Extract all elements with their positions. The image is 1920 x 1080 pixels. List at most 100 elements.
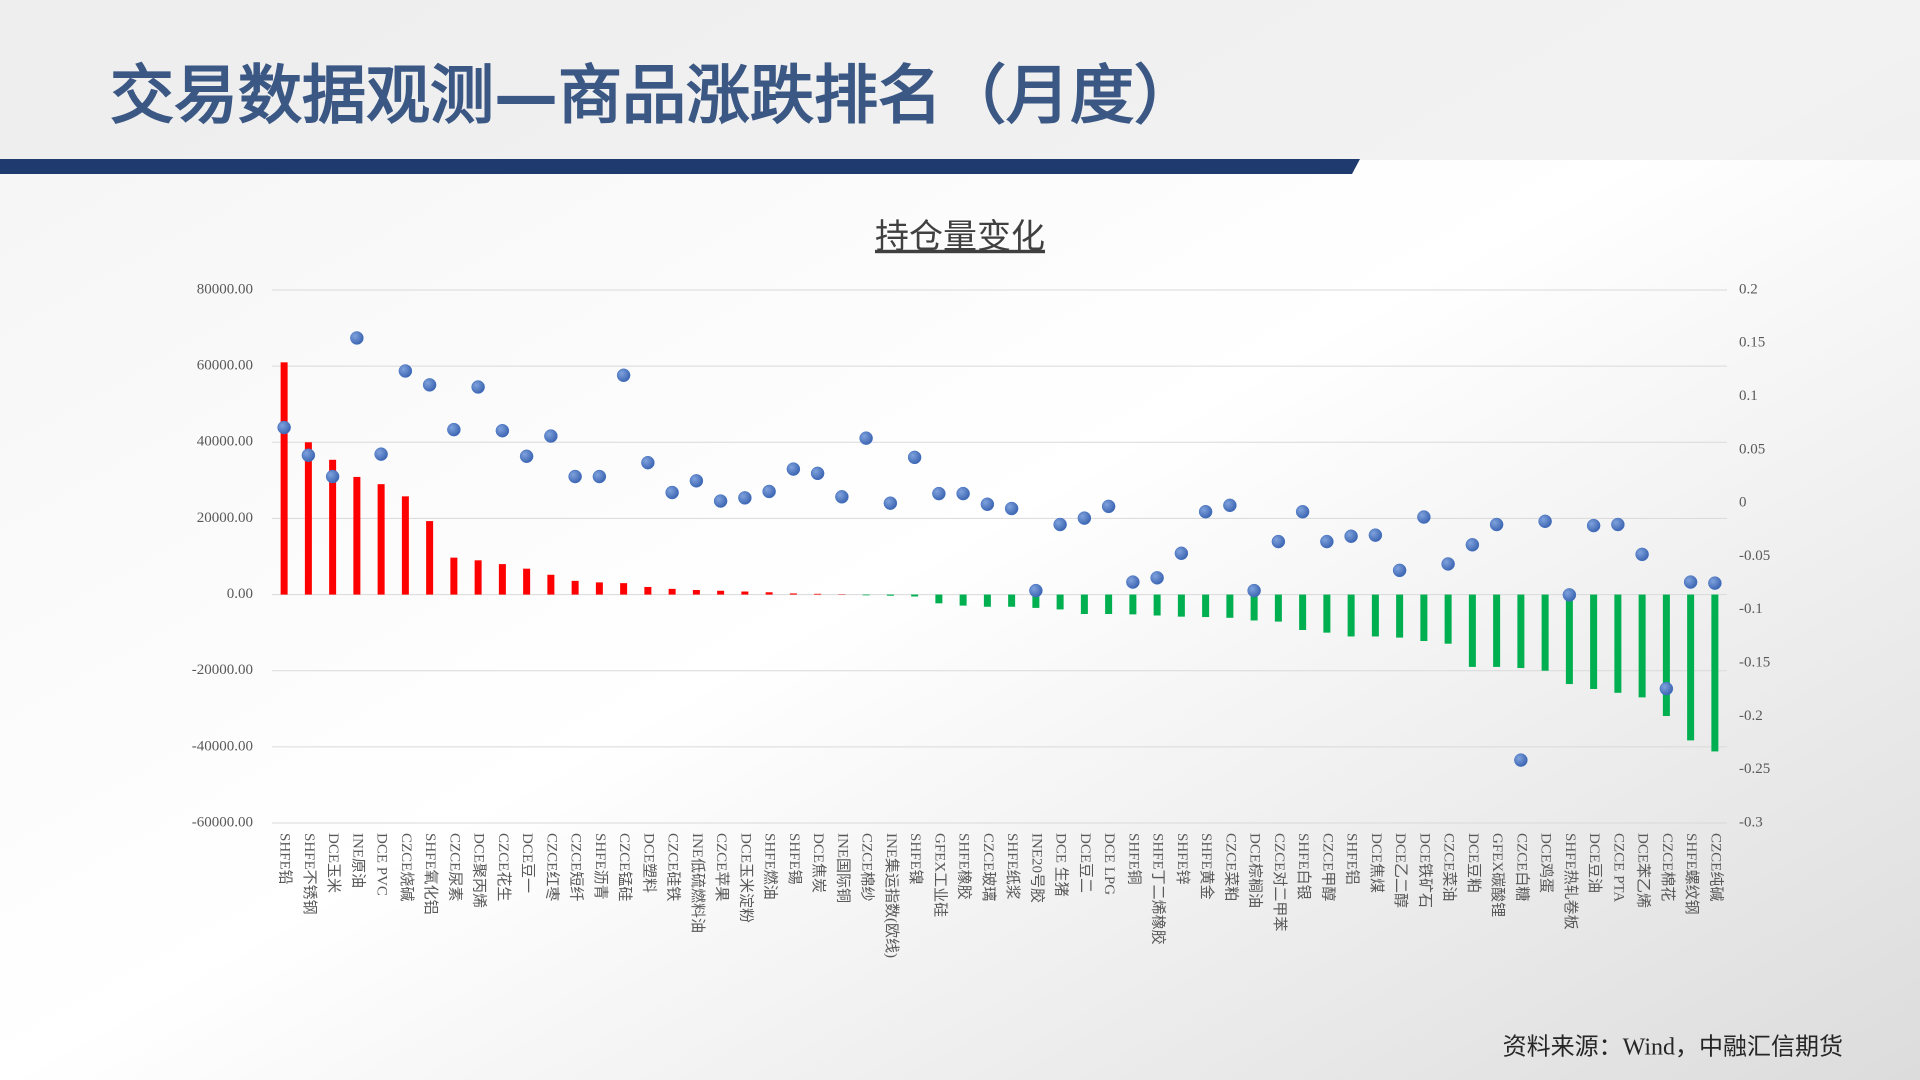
x-tick-label: GFEX碳酸锂: [1489, 833, 1506, 917]
x-tick-label: INE低硫燃料油: [689, 833, 707, 933]
y2-tick-label: -0.1: [1739, 601, 1763, 617]
bar: [1202, 594, 1210, 618]
bar: [862, 594, 870, 596]
bar: [377, 484, 385, 595]
x-tick-label: SHFE锌: [1174, 833, 1191, 885]
dot: [1586, 518, 1601, 533]
header-band: [0, 0, 1920, 160]
dot: [1295, 504, 1310, 519]
dot: [956, 486, 970, 501]
bar: [353, 476, 361, 595]
bar: [1008, 594, 1016, 607]
x-tick-label: CZCE短纤: [568, 833, 585, 901]
dot: [374, 447, 388, 461]
y2-tick-label: 0.05: [1739, 441, 1765, 457]
dot: [1126, 575, 1140, 589]
dot: [568, 469, 582, 484]
dot: [835, 490, 849, 504]
bar: [644, 586, 652, 595]
y2-tick-label: 0.1: [1739, 388, 1758, 404]
bar: [1468, 594, 1476, 667]
bar: [1662, 594, 1670, 717]
bar: [401, 496, 409, 595]
x-tick-label: SHFE燃油: [762, 833, 780, 900]
bar: [1565, 594, 1573, 685]
x-tick-label: DCE LPG: [1101, 833, 1117, 895]
x-tick-label: DCE聚丙烯: [471, 833, 488, 908]
bar: [765, 592, 773, 595]
bar: [1687, 594, 1695, 741]
bar: [547, 574, 555, 595]
x-tick-label: DCE玉米淀粉: [737, 833, 754, 923]
y-tick-label: -40000.00: [192, 738, 253, 754]
x-tick-label: CZCE花生: [495, 833, 512, 901]
x-tick-label: SHFE螺纹钢: [1683, 833, 1700, 915]
bar: [668, 588, 676, 595]
x-tick-label: SHFE纸浆: [1004, 833, 1022, 900]
dot: [1271, 534, 1286, 549]
dot: [932, 486, 946, 501]
bar: [1711, 594, 1719, 752]
bar: [1177, 594, 1185, 617]
dot: [665, 485, 679, 500]
bar: [1129, 594, 1137, 615]
dot: [1635, 547, 1649, 562]
x-tick-label: DCE铁矿石: [1416, 833, 1433, 908]
x-tick-label: CZCE玻璃: [980, 833, 997, 901]
bar: [474, 560, 482, 595]
dot: [907, 450, 922, 465]
dot: [495, 423, 510, 438]
x-tick-label: CZCE苹果: [713, 833, 730, 901]
x-tick-label: INE集运指数(欧线): [883, 833, 900, 958]
bar: [1590, 594, 1598, 689]
dot: [519, 449, 534, 464]
header-rule: [0, 159, 1360, 174]
dot: [1659, 681, 1674, 696]
dot: [447, 422, 461, 437]
x-tick-label: INE原油: [349, 833, 366, 888]
dot: [1392, 563, 1407, 578]
y-tick-label: -60000.00: [192, 814, 253, 830]
dot: [1441, 557, 1455, 571]
bar: [1517, 594, 1525, 669]
x-tick-label: SHFE锡: [786, 833, 803, 885]
dot: [1053, 517, 1067, 532]
dot: [1514, 753, 1528, 767]
dot: [398, 364, 413, 378]
x-tick-label: CZCE棉花: [1659, 833, 1676, 901]
bar: [1274, 594, 1282, 622]
bar: [1226, 594, 1234, 618]
dot: [1077, 511, 1092, 525]
bar: [1056, 594, 1064, 610]
bar: [1032, 594, 1040, 608]
x-tick-label: DCE乙二醇: [1392, 833, 1409, 908]
bar: [571, 580, 579, 595]
dot: [810, 466, 825, 481]
dot: [1611, 517, 1625, 532]
x-tick-label: GFEX工业硅: [931, 833, 948, 917]
dot: [1368, 528, 1383, 542]
dot: [1150, 571, 1164, 585]
dot: [1320, 534, 1334, 549]
dot: [1562, 588, 1577, 602]
bar: [1541, 594, 1549, 671]
bar: [1250, 594, 1258, 621]
dot: [1029, 583, 1043, 598]
x-tick-label: DCE豆粕: [1465, 833, 1482, 893]
bar: [741, 591, 749, 595]
x-tick-label: DCE PVC: [374, 833, 390, 896]
bar: [1420, 594, 1428, 642]
bar: [1323, 594, 1331, 633]
x-tick-label: CZCE菜油: [1441, 833, 1458, 901]
bar: [280, 362, 288, 595]
x-tick-label: CZCE白糖: [1513, 833, 1530, 901]
x-tick-label: CZCE棉纱: [859, 833, 876, 901]
dot: [325, 469, 340, 484]
x-tick-label: CZCE锰硅: [616, 833, 633, 901]
x-tick-label: CZCE菜粕: [1222, 833, 1239, 901]
dot: [1708, 576, 1722, 590]
bar: [523, 568, 531, 595]
x-tick-label: DCE 生猪: [1053, 833, 1070, 897]
